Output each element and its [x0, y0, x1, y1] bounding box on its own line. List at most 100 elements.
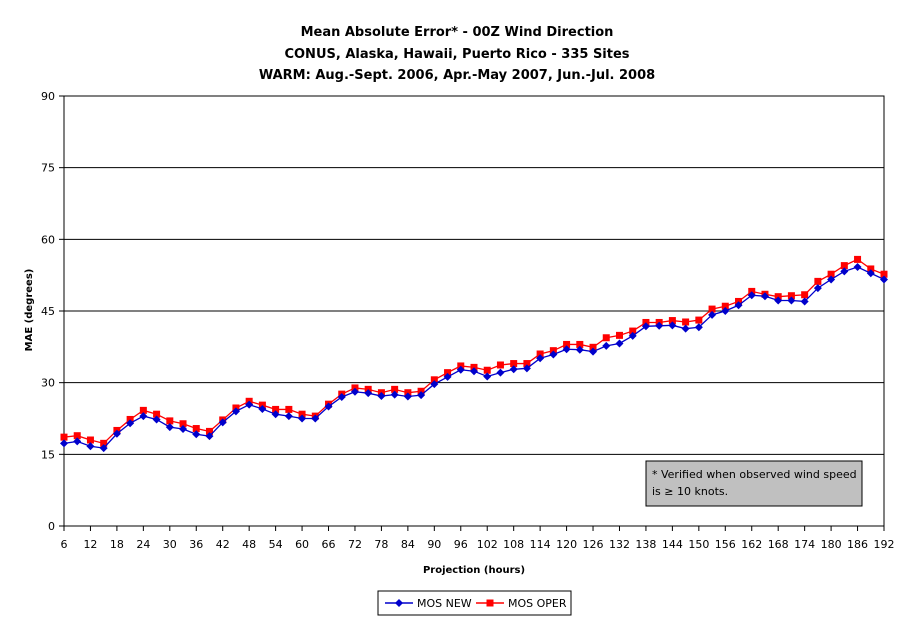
data-point	[602, 334, 610, 342]
data-point	[165, 423, 174, 432]
data-point	[827, 275, 836, 284]
x-tick-label: 6	[61, 538, 68, 551]
data-point	[747, 291, 756, 300]
data-point	[840, 267, 849, 276]
data-point	[417, 391, 426, 400]
series-mos-oper	[60, 255, 888, 447]
data-point	[827, 270, 835, 278]
data-point	[563, 340, 571, 348]
x-tick-label: 108	[503, 538, 524, 551]
x-tick-label: 150	[688, 538, 709, 551]
x-tick-label: 120	[556, 538, 577, 551]
x-tick-label: 168	[768, 538, 789, 551]
data-point	[641, 322, 650, 331]
data-point	[86, 436, 94, 444]
data-point	[814, 277, 822, 285]
data-point	[615, 339, 624, 348]
data-point	[126, 419, 135, 428]
chart-title-line-1: Mean Absolute Error* - 00Z Wind Directio…	[301, 25, 614, 40]
legend-marker-diamond	[395, 599, 403, 607]
data-point	[708, 310, 717, 319]
data-point	[880, 270, 888, 278]
data-point	[496, 368, 505, 377]
data-point	[390, 390, 399, 399]
data-point	[522, 364, 531, 373]
data-point	[100, 439, 108, 447]
data-point	[205, 432, 214, 441]
y-tick-label: 90	[41, 90, 55, 103]
data-point	[774, 296, 783, 305]
data-point	[258, 404, 267, 413]
data-point	[403, 392, 412, 401]
data-point	[470, 367, 478, 376]
data-point	[285, 405, 293, 413]
x-tick-label: 102	[477, 538, 498, 551]
series-mos-new	[60, 263, 888, 453]
data-point	[510, 360, 518, 368]
x-tick-label: 12	[83, 538, 97, 551]
data-point	[192, 425, 200, 433]
data-point	[589, 347, 598, 356]
data-point	[668, 317, 676, 325]
gridlines	[64, 167, 884, 455]
series-layer	[60, 255, 888, 453]
data-point	[298, 414, 307, 423]
data-point	[456, 365, 465, 374]
x-tick-label: 126	[583, 538, 604, 551]
data-point	[60, 439, 68, 448]
data-point	[682, 318, 690, 326]
chart-title-line-2: CONUS, Alaska, Hawaii, Puerto Rico - 335…	[284, 47, 629, 62]
data-point	[166, 417, 174, 425]
data-point	[231, 407, 240, 416]
data-point	[179, 425, 188, 434]
data-point	[721, 302, 729, 310]
data-point	[813, 284, 822, 293]
chart-title: Mean Absolute Error* - 00Z Wind Directio…	[259, 25, 655, 83]
data-point	[298, 410, 306, 418]
data-point	[430, 380, 439, 389]
data-point	[311, 414, 320, 423]
data-point	[629, 327, 637, 335]
data-point	[854, 255, 862, 263]
data-point	[205, 427, 213, 435]
data-point	[272, 405, 280, 413]
annotation-box: * Verified when observed wind speed is ≥ …	[645, 460, 863, 507]
x-tick-label: 162	[741, 538, 762, 551]
data-point	[801, 291, 809, 299]
series-line	[63, 258, 885, 445]
data-point	[139, 406, 147, 414]
data-point	[192, 430, 201, 439]
y-tick-label: 45	[41, 305, 55, 318]
data-point	[112, 429, 121, 438]
data-point	[866, 269, 875, 278]
data-point	[880, 275, 888, 284]
y-tick-label: 30	[41, 377, 55, 390]
data-point	[787, 292, 795, 300]
data-point	[218, 418, 227, 427]
x-tick-label: 78	[374, 538, 388, 551]
data-point	[337, 393, 346, 401]
data-point	[589, 343, 597, 351]
legend-marker-square	[486, 599, 494, 607]
x-tick-label: 24	[136, 538, 150, 551]
y-tick-label: 75	[41, 162, 55, 175]
x-tick-label: 138	[635, 538, 656, 551]
data-point	[245, 400, 254, 409]
data-point	[271, 410, 280, 419]
data-point	[60, 433, 68, 441]
data-point	[681, 324, 690, 333]
data-point	[99, 444, 108, 453]
data-point	[576, 340, 584, 348]
data-point	[536, 354, 545, 363]
data-point	[179, 420, 187, 428]
data-point	[800, 297, 809, 306]
x-tick-label: 132	[609, 538, 630, 551]
data-point	[615, 331, 623, 339]
data-point	[443, 372, 452, 381]
x-tick-label: 156	[715, 538, 736, 551]
x-axis-ticks: 6 12 18 24 30 36 42 48 54 60 66 72 78 84 90 96 102 108 114…	[61, 526, 895, 551]
data-point	[483, 366, 491, 374]
x-tick-label: 36	[189, 538, 203, 551]
x-tick-label: 42	[216, 538, 230, 551]
data-point	[853, 263, 862, 272]
